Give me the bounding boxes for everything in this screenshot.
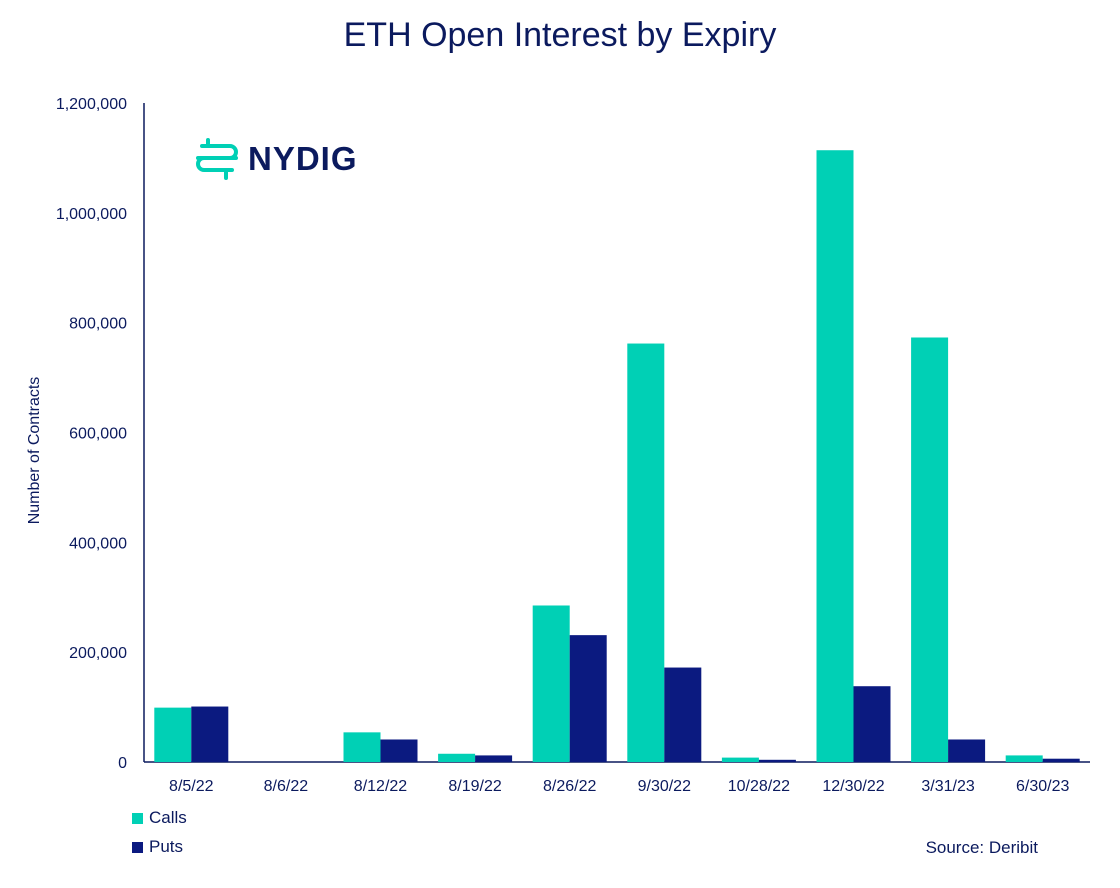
bar-calls-6-30-23 bbox=[1005, 755, 1043, 762]
y-tick-label: 600,000 bbox=[69, 426, 127, 443]
legend-label-puts: Puts bbox=[149, 837, 184, 856]
bar-puts-8-12-22 bbox=[380, 739, 418, 762]
bar-calls-8-19-22 bbox=[438, 753, 476, 762]
source-note: Source: Deribit bbox=[925, 838, 1038, 857]
bar-puts-10-28-22 bbox=[758, 759, 796, 762]
legend-swatch-puts bbox=[132, 841, 143, 853]
chart-title: ETH Open Interest by Expiry bbox=[343, 16, 777, 54]
y-tick-label: 0 bbox=[118, 755, 127, 772]
bar-calls-9-30-22 bbox=[627, 343, 665, 762]
y-tick-label: 200,000 bbox=[69, 645, 127, 662]
x-tick-label: 8/6/22 bbox=[264, 778, 309, 795]
nydig-logo: NYDIG bbox=[194, 136, 358, 182]
legend-item-puts: Puts bbox=[132, 837, 183, 857]
x-tick-label: 8/19/22 bbox=[448, 778, 501, 795]
bar-puts-3-31-23 bbox=[948, 739, 986, 762]
bar-puts-8-26-22 bbox=[569, 635, 607, 762]
y-axis-title: Number of Contracts bbox=[26, 377, 43, 525]
bar-calls-10-28-22 bbox=[721, 757, 759, 762]
x-tick-label: 10/28/22 bbox=[728, 778, 790, 795]
x-tick-label: 8/12/22 bbox=[354, 778, 407, 795]
bar-calls-3-31-23 bbox=[911, 337, 949, 762]
bar-puts-12-30-22 bbox=[853, 686, 891, 762]
legend-item-calls: Calls bbox=[132, 808, 187, 828]
bar-puts-8-19-22 bbox=[475, 755, 513, 762]
bar-calls-8-12-22 bbox=[343, 732, 381, 762]
x-tick-label: 6/30/23 bbox=[1016, 778, 1069, 795]
x-tick-label: 3/31/23 bbox=[921, 778, 974, 795]
bar-calls-12-30-22 bbox=[816, 150, 854, 762]
legend-swatch-calls bbox=[132, 812, 143, 824]
bar-calls-8-5-22 bbox=[154, 707, 192, 762]
bar-puts-9-30-22 bbox=[664, 667, 702, 762]
nydig-logo-text: NYDIG bbox=[248, 140, 358, 177]
x-tick-label: 8/26/22 bbox=[543, 778, 596, 795]
x-tick-label: 8/5/22 bbox=[169, 778, 214, 795]
y-tick-label: 800,000 bbox=[69, 316, 127, 333]
bar-puts-8-5-22 bbox=[191, 706, 229, 762]
legend-label-calls: Calls bbox=[149, 808, 187, 827]
nydig-logo-icon bbox=[196, 138, 238, 180]
x-tick-label: 12/30/22 bbox=[822, 778, 884, 795]
bar-puts-6-30-23 bbox=[1042, 758, 1080, 762]
bar-calls-8-26-22 bbox=[532, 605, 570, 762]
x-tick-label: 9/30/22 bbox=[638, 778, 691, 795]
y-tick-label: 400,000 bbox=[69, 535, 127, 552]
y-tick-label: 1,200,000 bbox=[56, 96, 127, 113]
y-tick-label: 1,000,000 bbox=[56, 206, 127, 223]
